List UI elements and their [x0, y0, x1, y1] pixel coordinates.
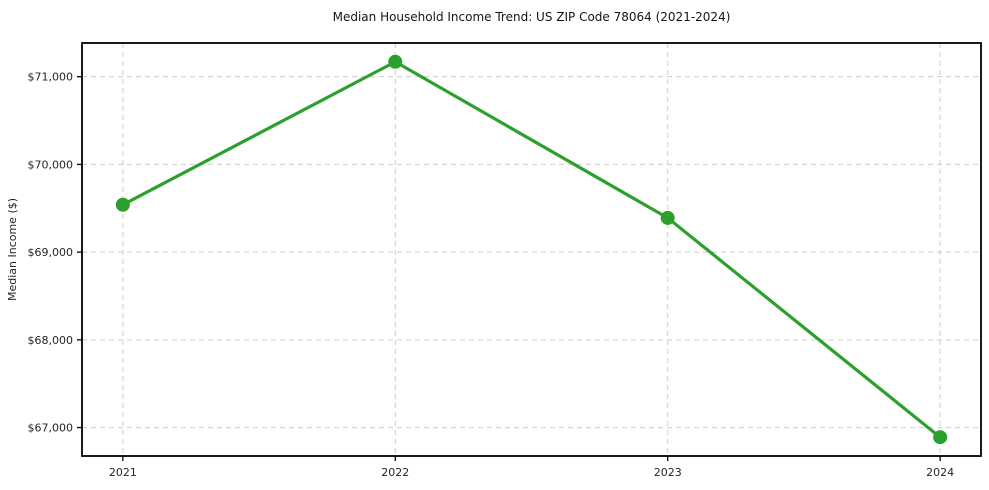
- data-series: [115, 54, 948, 445]
- axes: [77, 42, 982, 461]
- y-tick-label: $71,000: [28, 71, 74, 84]
- y-tick-label: $68,000: [28, 334, 74, 347]
- plot-frame: [81, 42, 982, 457]
- x-tick-label: 2021: [109, 466, 137, 479]
- x-tick-label: 2024: [926, 466, 954, 479]
- data-point-2024: [933, 430, 948, 445]
- gridlines: [82, 43, 981, 456]
- y-tick-label: $69,000: [28, 246, 74, 259]
- y-tick-label: $67,000: [28, 422, 74, 435]
- trend-line: [121, 59, 942, 439]
- tick-labels: $67,000 $68,000 $69,000 $70,000 $71,000 2021 2…: [28, 71, 955, 479]
- y-tick-label: $70,000: [28, 158, 74, 171]
- x-tick-label: 2022: [381, 466, 409, 479]
- data-point-2021: [115, 197, 130, 212]
- y-axis-label: Median Income ($): [6, 198, 19, 301]
- data-point-2022: [388, 54, 403, 69]
- x-tick-label: 2023: [654, 466, 682, 479]
- chart-title: Median Household Income Trend: US ZIP Co…: [333, 10, 731, 24]
- data-point-2023: [660, 210, 675, 225]
